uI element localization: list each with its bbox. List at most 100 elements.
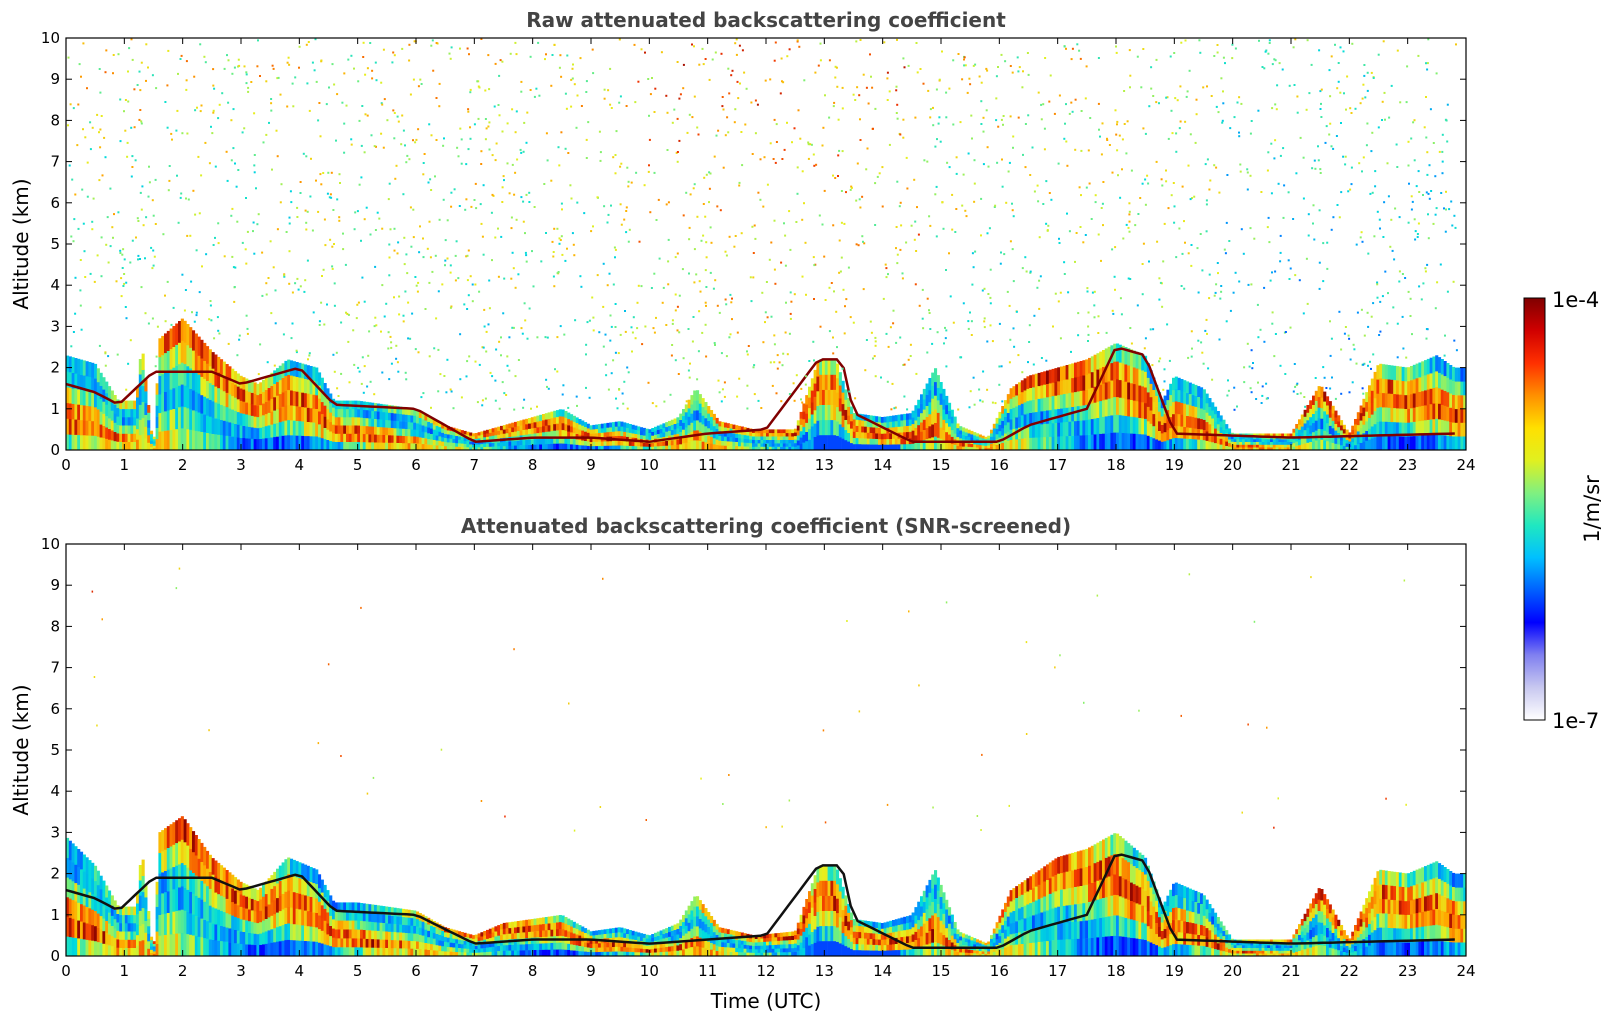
panel-1-heatmap-cell [763,446,767,451]
panel-1-heatmap-cell [1152,425,1156,439]
panel-1-heatmap-cell [948,410,952,419]
panel-1-heatmap-cell [726,445,730,451]
panel-1-noise-speck [627,185,630,188]
panel-1-noise-speck [571,67,574,70]
panel-1-heatmap-cell [533,433,537,440]
panel-1-noise-speck [828,286,831,289]
panel-1-heatmap-cell [676,444,680,451]
panel-1-heatmap-cell [343,425,347,434]
panel-1-noise-speck [305,155,308,158]
panel-1-noise-speck [872,127,874,130]
panel-1-heatmap-cell [1205,393,1209,404]
panel-1-noise-speck [1252,362,1254,364]
panel-1-noise-speck [673,108,676,111]
panel-1-heatmap-cell [819,419,823,436]
panel-1-heatmap-cell [668,430,672,436]
panel-1-noise-speck [305,228,308,231]
panel-1-noise-speck [813,164,816,167]
panel-1-noise-speck [978,388,981,391]
panel-1-heatmap-cell [225,421,229,436]
panel-1-heatmap-cell [659,445,663,451]
panel-1-heatmap-cell [1214,442,1218,451]
panel-1-noise-speck [166,84,169,87]
panel-1-noise-speck [602,305,605,308]
panel-1-heatmap-cell [1362,432,1366,442]
panel-1-noise-speck [1022,153,1024,156]
panel-1-noise-speck [246,230,249,233]
panel-1-heatmap-cell [376,434,380,443]
panel-1-heatmap-cell [1303,423,1307,431]
panel-1-heatmap-cell [1314,390,1318,401]
panel-1-heatmap-cell [1144,434,1148,451]
panel-1-noise-speck [531,250,533,253]
panel-1-heatmap-cell [1323,411,1327,422]
panel-1-heatmap-cell [771,439,775,444]
panel-1-heatmap-cell [1130,382,1134,400]
panel-1-heatmap-cell [847,397,851,407]
panel-1-heatmap-cell [777,446,781,451]
panel-1-noise-speck [217,222,220,225]
panel-1-noise-speck [412,208,415,211]
panel-1-heatmap-cell [651,435,655,440]
panel-1-heatmap-cell [494,446,498,451]
panel-1-noise-speck [1409,297,1412,300]
panel-1-heatmap-cell [1373,384,1377,399]
panel-1-heatmap-cell [852,419,856,426]
panel-1-noise-speck [863,242,866,245]
panel-1-heatmap-cell [150,430,154,435]
panel-1-heatmap-cell [96,395,100,410]
panel-1-noise-speck [497,104,500,106]
panel-1-noise-speck [1078,186,1081,189]
panel-1-heatmap-cell [430,422,434,429]
panel-1-noise-speck [948,252,950,255]
panel-1-noise-speck [1097,332,1100,334]
panel-1-noise-speck [246,327,249,330]
panel-1-heatmap-cell [978,434,982,438]
panel-1-noise-speck [1005,201,1008,204]
panel-1-noise-speck [1238,96,1241,99]
panel-1-heatmap-cell [1331,413,1335,421]
panel-1-noise-speck [172,306,175,309]
panel-1-noise-speck [245,262,248,265]
panel-1-heatmap-cell [1026,413,1030,426]
panel-1-noise-speck [1141,263,1144,265]
panel-1-heatmap-cell [617,440,621,446]
panel-1-heatmap-cell [1104,433,1108,451]
panel-1-noise-speck [276,155,279,158]
panel-1-noise-speck [1318,49,1321,52]
panel-1-heatmap-cell [245,378,249,391]
panel-1-heatmap-cell [368,426,372,435]
panel-1-noise-speck [262,141,265,144]
panel-1-heatmap-cell [1429,357,1433,374]
panel-1-heatmap-cell [253,438,257,451]
panel-1-heatmap-cell [1163,413,1167,424]
panel-1-noise-speck [454,279,457,282]
panel-1-heatmap-cell [1135,351,1139,369]
panel-1-heatmap-cell [1023,390,1027,403]
panel-1-heatmap-cell [1340,445,1344,451]
panel-1-noise-speck [1413,218,1416,221]
panel-1-noise-speck [1165,180,1168,183]
panel-1-heatmap-cell [1191,394,1195,407]
panel-1-heatmap-cell [382,442,386,451]
panel-1-noise-speck [1337,80,1340,83]
panel-1-noise-speck [696,215,699,218]
panel-1-heatmap-cell [1356,437,1360,444]
panel-1-noise-speck [599,159,602,162]
panel-1-heatmap-cell [914,420,918,428]
panel-1-heatmap-cell [1351,425,1355,431]
panel-1-heatmap-cell [158,431,162,451]
panel-1-noise-speck [1029,174,1032,176]
panel-1-noise-speck [596,274,599,277]
panel-1-heatmap-cell [648,443,652,447]
panel-1-heatmap-cell [194,411,198,431]
panel-1-noise-speck [517,273,520,276]
panel-1-noise-speck [1445,208,1447,211]
panel-1-heatmap-cell [71,434,75,451]
panel-1-layer-base-line [65,347,1455,444]
panel-1-heatmap-cell [1079,435,1083,451]
panel-1-noise-speck [99,306,102,309]
panel-1-noise-speck [481,399,484,402]
panel-1-noise-speck [722,108,725,111]
panel-1-noise-speck [343,151,346,154]
